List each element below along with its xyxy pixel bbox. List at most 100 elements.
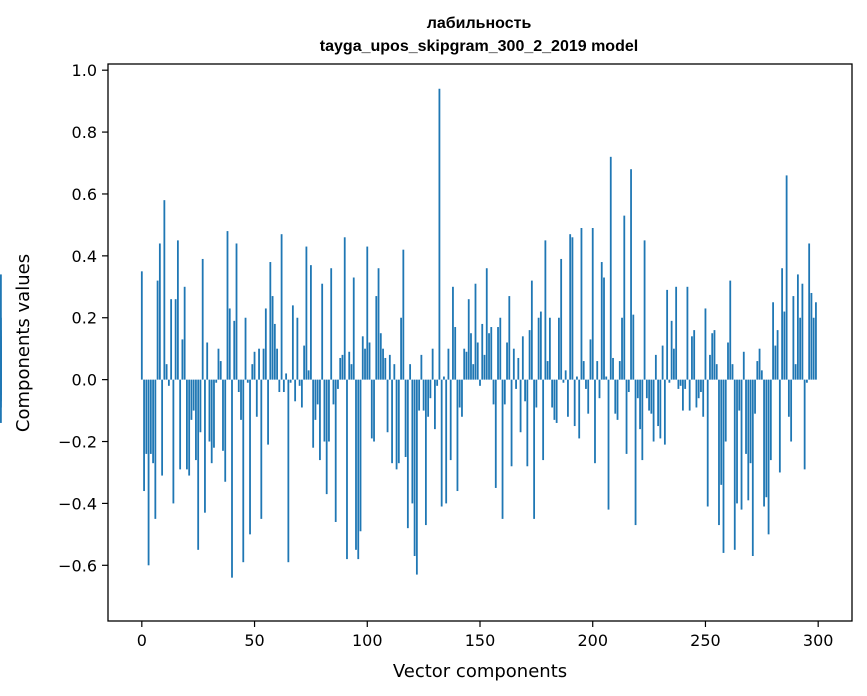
bar-165 [512, 348, 515, 380]
bar-284 [781, 268, 784, 380]
bar-253 [711, 333, 714, 380]
bar-172 [528, 330, 531, 380]
bar-234 [668, 379, 671, 383]
bar-106 [379, 333, 382, 380]
x-tick-label: 300 [803, 631, 834, 650]
bar-232 [663, 379, 666, 445]
bar-20 [186, 379, 188, 470]
bar-28 [204, 379, 206, 513]
bar-51 [255, 379, 258, 417]
bar-200 [591, 228, 594, 380]
bar-119 [409, 364, 412, 380]
bar-48 [249, 379, 251, 535]
bar-238 [677, 379, 680, 389]
bar-66 [289, 379, 292, 383]
bar-293 [801, 283, 804, 380]
bar-214 [623, 215, 626, 380]
bar-162 [506, 342, 508, 380]
bar-89 [341, 354, 344, 380]
bar-295 [806, 379, 808, 383]
bar-212 [618, 361, 621, 380]
bar-157 [494, 379, 497, 488]
bar-263 [733, 379, 736, 550]
bar-281 [774, 345, 777, 380]
bar-273 [756, 361, 759, 380]
bar-39 [228, 308, 231, 380]
bar-219 [634, 379, 637, 526]
bar-154 [488, 333, 490, 380]
bar-76 [312, 379, 315, 448]
bar-256 [718, 379, 720, 526]
bar-134 [443, 376, 445, 380]
bar-129 [431, 348, 434, 380]
bar-34 [217, 348, 220, 380]
bar-29 [206, 342, 209, 380]
bar-4 [149, 379, 152, 454]
bar-71 [300, 379, 303, 408]
bar-193 [576, 376, 578, 380]
bar-298 [812, 317, 815, 380]
bar-199 [589, 339, 592, 380]
bar-127 [427, 379, 430, 417]
bar-252 [709, 354, 711, 380]
bar-278 [767, 379, 770, 535]
bar-251 [706, 379, 709, 507]
bar-21 [188, 379, 191, 476]
bar-247 [697, 379, 700, 399]
bar-136 [447, 348, 450, 380]
bar-115 [400, 317, 402, 380]
bar-27 [201, 258, 204, 380]
bar-74 [307, 370, 310, 380]
bar-229 [657, 379, 660, 427]
bar-221 [639, 379, 641, 430]
bar-1 [143, 379, 145, 492]
bar-223 [643, 240, 646, 380]
bar-12 [167, 379, 170, 386]
x-axis-ticks: 0 50 100 150 200 250 300 [137, 621, 834, 650]
bar-216 [627, 379, 630, 393]
bar-92 [348, 351, 351, 380]
x-tick-label: 200 [577, 631, 608, 650]
bar-158 [497, 327, 499, 380]
bar-276 [763, 379, 765, 507]
bar-79 [319, 379, 321, 461]
bar-16 [176, 240, 179, 380]
bar-117 [404, 379, 407, 457]
y-tick-label: 0.0 [72, 371, 97, 390]
bar-93 [350, 364, 353, 380]
bar-189 [567, 379, 569, 417]
bar-184 [555, 379, 558, 423]
bar-265 [738, 379, 741, 411]
bar-114 [397, 379, 400, 464]
bar-50 [253, 351, 256, 380]
y-axis-label: Components values [13, 254, 34, 432]
bar-268 [745, 379, 747, 454]
bar-37 [224, 379, 227, 482]
bar-59 [273, 323, 276, 380]
bar-210 [614, 379, 617, 414]
bar-163 [508, 296, 511, 380]
bar-109 [386, 379, 389, 433]
x-tick-label: 100 [352, 631, 383, 650]
bar-91 [346, 379, 348, 560]
y-tick-label: −0.2 [58, 433, 97, 452]
bar-31 [210, 379, 213, 464]
bar-135 [445, 379, 448, 504]
bar-83 [328, 379, 330, 442]
bar-235 [670, 320, 673, 380]
bar-38 [226, 231, 229, 380]
bar-41 [233, 320, 236, 380]
bar-73 [305, 246, 308, 380]
bar-67 [291, 305, 294, 380]
bar-49 [251, 364, 254, 380]
bar-90 [343, 237, 346, 380]
bar-122 [415, 379, 418, 575]
bar-64 [285, 373, 288, 380]
bar-208 [609, 156, 612, 380]
bar-179 [544, 240, 547, 380]
bar-222 [641, 379, 644, 461]
bar-23 [192, 379, 195, 411]
bar-203 [598, 379, 601, 399]
bar-43 [237, 379, 240, 393]
